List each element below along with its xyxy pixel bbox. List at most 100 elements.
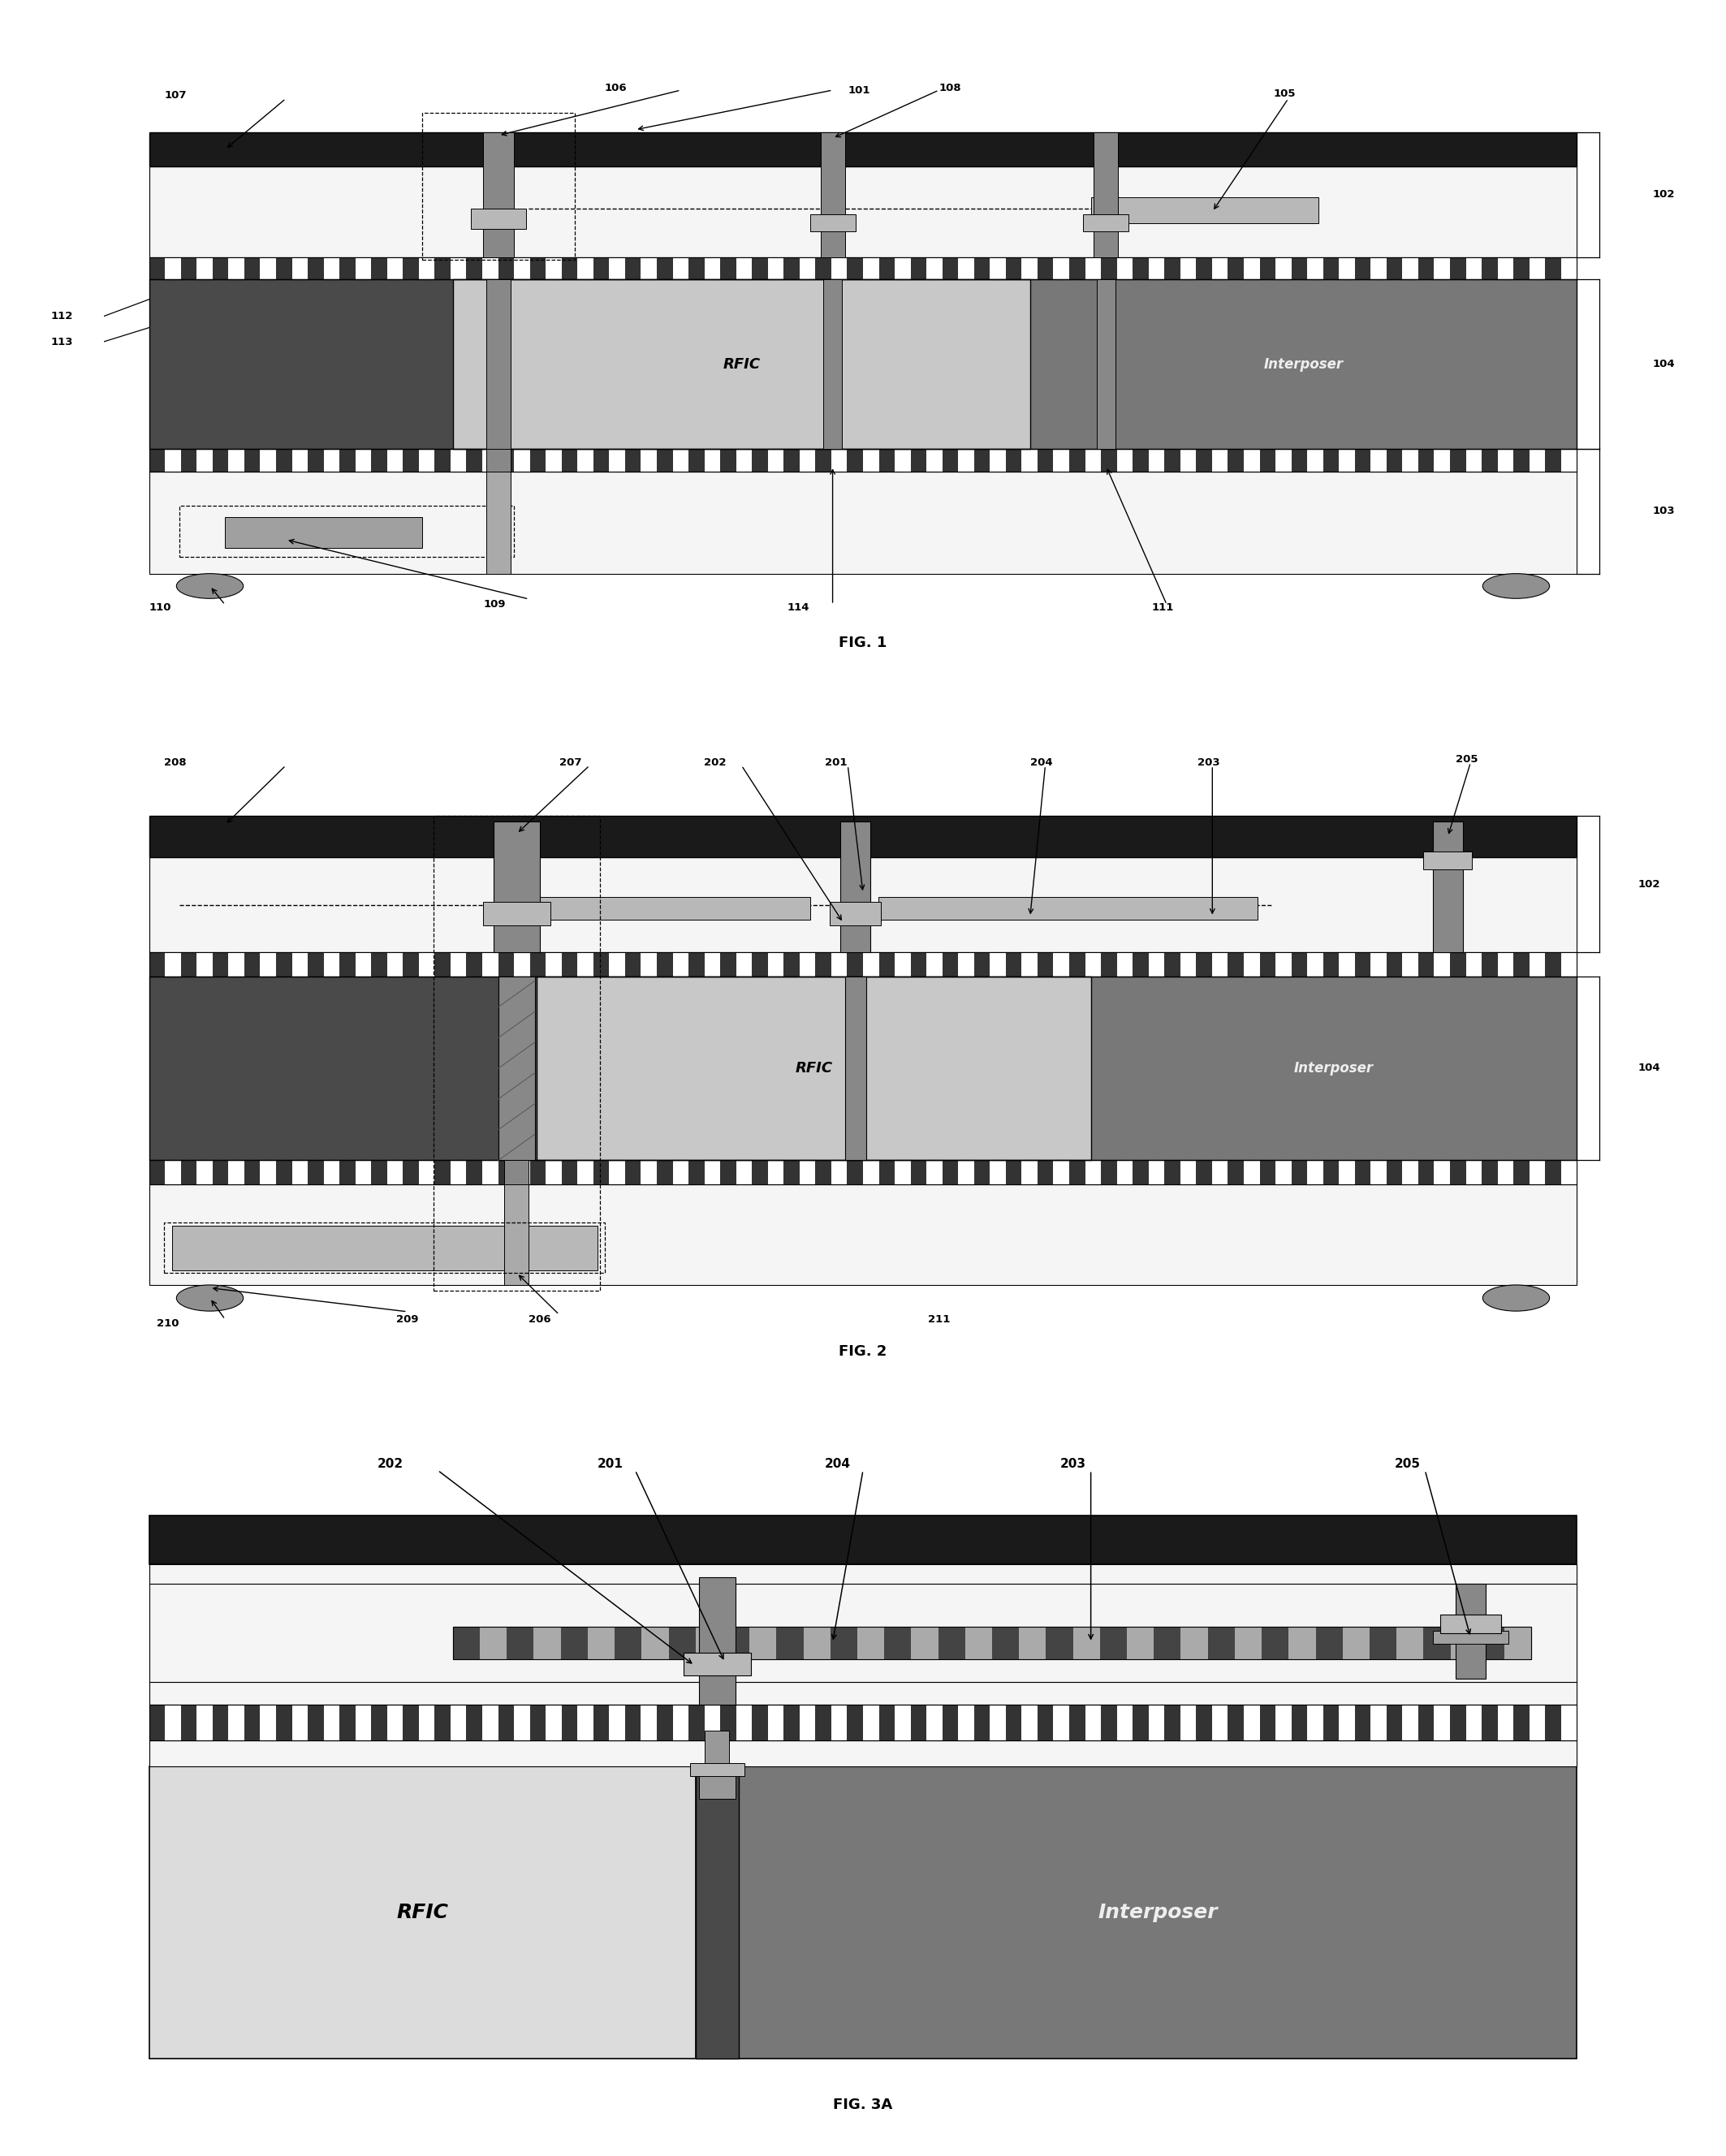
Bar bbox=[668, 1626, 696, 1658]
Bar bbox=[841, 821, 870, 953]
Bar bbox=[1155, 1626, 1181, 1658]
Bar bbox=[1386, 1160, 1402, 1184]
Bar bbox=[148, 1516, 1578, 1565]
Bar bbox=[1101, 953, 1117, 977]
Bar bbox=[261, 448, 276, 472]
Bar bbox=[704, 953, 720, 977]
Bar bbox=[530, 1160, 545, 1184]
Bar bbox=[307, 953, 324, 977]
Bar bbox=[164, 1222, 604, 1272]
Bar bbox=[1127, 1626, 1155, 1658]
Bar bbox=[1260, 257, 1276, 280]
Bar bbox=[419, 1160, 435, 1184]
Bar bbox=[911, 1626, 939, 1658]
Bar bbox=[704, 448, 720, 472]
Bar bbox=[1068, 448, 1086, 472]
Bar bbox=[466, 1705, 482, 1740]
Bar bbox=[1450, 1160, 1465, 1184]
Bar bbox=[1434, 1160, 1450, 1184]
Bar bbox=[1132, 1705, 1148, 1740]
Bar bbox=[1386, 257, 1402, 280]
Bar bbox=[387, 1160, 402, 1184]
Bar bbox=[658, 953, 673, 977]
Bar bbox=[148, 1160, 166, 1184]
Bar bbox=[1386, 1705, 1402, 1740]
Bar bbox=[148, 1705, 1578, 1740]
Bar bbox=[228, 953, 245, 977]
Bar bbox=[545, 953, 561, 977]
Bar bbox=[307, 448, 324, 472]
Bar bbox=[494, 821, 540, 953]
Bar bbox=[1276, 257, 1291, 280]
Bar bbox=[1465, 953, 1481, 977]
Bar bbox=[927, 257, 942, 280]
Bar bbox=[1132, 257, 1148, 280]
Bar bbox=[276, 448, 292, 472]
Bar bbox=[482, 1160, 499, 1184]
Bar bbox=[847, 448, 863, 472]
Bar bbox=[1227, 1705, 1244, 1740]
Bar bbox=[148, 1160, 1578, 1184]
Bar bbox=[1307, 953, 1324, 977]
Bar bbox=[340, 448, 356, 472]
Bar bbox=[356, 953, 371, 977]
Bar bbox=[148, 166, 1578, 257]
Bar bbox=[181, 257, 197, 280]
Bar bbox=[696, 1626, 723, 1658]
Bar bbox=[673, 257, 689, 280]
Bar bbox=[387, 1705, 402, 1740]
Bar bbox=[911, 448, 927, 472]
Bar bbox=[356, 448, 371, 472]
Bar bbox=[784, 1705, 799, 1740]
Bar bbox=[148, 1565, 1578, 1585]
Bar bbox=[1165, 1705, 1181, 1740]
Bar bbox=[1276, 448, 1291, 472]
Bar bbox=[307, 1160, 324, 1184]
Bar bbox=[433, 815, 601, 1291]
Bar bbox=[402, 448, 419, 472]
Bar bbox=[1101, 448, 1117, 472]
Bar bbox=[166, 257, 181, 280]
Bar bbox=[1091, 198, 1319, 222]
Bar bbox=[561, 953, 578, 977]
Bar bbox=[1101, 1705, 1117, 1740]
Bar bbox=[689, 448, 704, 472]
Bar bbox=[499, 448, 514, 472]
Bar bbox=[1560, 1160, 1578, 1184]
Text: 203: 203 bbox=[1060, 1457, 1086, 1470]
Text: 102: 102 bbox=[1654, 190, 1676, 201]
Bar bbox=[673, 953, 689, 977]
Text: RFIC: RFIC bbox=[397, 1904, 449, 1923]
Bar bbox=[1006, 1160, 1022, 1184]
Bar bbox=[992, 1626, 1018, 1658]
Bar bbox=[640, 953, 658, 977]
Text: 201: 201 bbox=[825, 757, 847, 768]
Bar bbox=[689, 257, 704, 280]
Bar bbox=[1505, 1626, 1531, 1658]
Bar bbox=[735, 257, 753, 280]
Bar bbox=[1455, 1585, 1486, 1677]
Bar bbox=[482, 257, 499, 280]
Bar bbox=[1545, 257, 1560, 280]
Bar bbox=[1419, 257, 1434, 280]
Bar bbox=[371, 953, 387, 977]
Bar bbox=[197, 953, 212, 977]
Bar bbox=[466, 1160, 482, 1184]
Bar bbox=[1498, 448, 1514, 472]
Bar bbox=[594, 953, 609, 977]
Bar bbox=[1355, 257, 1370, 280]
Bar bbox=[1212, 953, 1227, 977]
Bar bbox=[1094, 132, 1118, 257]
Bar bbox=[1053, 953, 1068, 977]
Bar bbox=[958, 257, 973, 280]
Bar bbox=[704, 1731, 730, 1766]
Bar bbox=[1481, 1705, 1498, 1740]
Bar bbox=[545, 257, 561, 280]
Bar bbox=[768, 953, 784, 977]
Bar bbox=[1086, 257, 1101, 280]
Bar bbox=[1370, 257, 1386, 280]
Bar bbox=[514, 1705, 530, 1740]
Bar bbox=[673, 1160, 689, 1184]
Bar bbox=[894, 1705, 911, 1740]
Bar bbox=[991, 257, 1006, 280]
